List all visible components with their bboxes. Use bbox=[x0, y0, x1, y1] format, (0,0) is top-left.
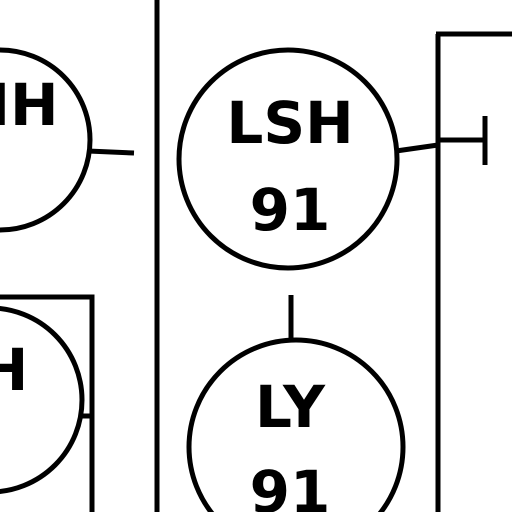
tag-ly-function: LY bbox=[255, 373, 326, 441]
instrument-bubble-left-bottom: H bbox=[0, 306, 85, 494]
tag-left-top-function: HH bbox=[0, 71, 59, 139]
bubble-lsh-91 bbox=[176, 47, 400, 271]
bubble-ly-91 bbox=[186, 337, 406, 512]
tag-left-bottom-function: H bbox=[0, 336, 28, 404]
lsh-connection-line bbox=[395, 142, 439, 154]
tag-ly-loop: 91 bbox=[250, 458, 331, 512]
instrument-bubble-lsh-91: LSH 91 bbox=[176, 47, 400, 271]
bubble-left-bottom bbox=[0, 306, 85, 494]
bubble-left-top bbox=[0, 47, 93, 233]
left-top-connection-line bbox=[87, 148, 135, 156]
instrument-bubble-left-top: HH bbox=[0, 47, 93, 233]
tag-lsh-loop: 91 bbox=[250, 176, 331, 244]
left-bottom-box bbox=[0, 294, 95, 512]
instrument-bubble-ly-91: LY 91 bbox=[186, 337, 406, 512]
tag-lsh-function: LSH bbox=[226, 89, 353, 157]
